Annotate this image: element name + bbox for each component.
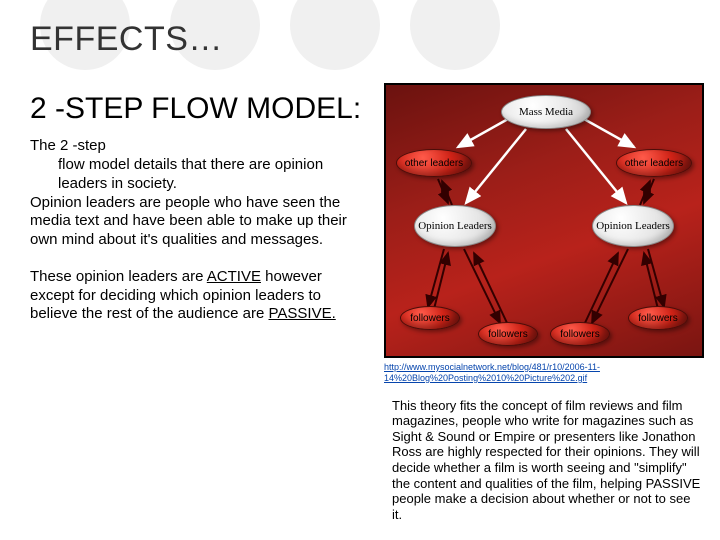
model-heading: 2 -STEP FLOW MODEL: The 2 -step <box>30 93 370 156</box>
para2-active: ACTIVE <box>207 268 261 285</box>
slide-content: EFFECTS… 2 -STEP FLOW MODEL: The 2 -step… <box>0 0 720 532</box>
node-follower-1: followers <box>400 306 460 330</box>
node-follower-2: followers <box>478 322 538 346</box>
node-opinion-leaders-right: Opinion Leaders <box>592 205 674 247</box>
node-other-leaders-left: other leaders <box>396 149 472 177</box>
heading-main: 2 -STEP FLOW MODEL: <box>30 92 361 125</box>
para2-passive: PASSIVE. <box>269 305 336 322</box>
para2-pre: These opinion leaders are <box>30 268 207 285</box>
para-1b: Opinion leaders are people who have seen… <box>30 194 370 250</box>
slide-title: EFFECTS… <box>30 20 370 59</box>
two-step-flow-diagram: Mass Media other leaders other leaders O… <box>384 83 704 358</box>
url-line1: http://www.mysocialnetwork.net/blog/481/… <box>384 362 600 372</box>
url-line2: 14%20Blog%20Posting%2010%20Picture%202.g… <box>384 373 587 383</box>
node-follower-3: followers <box>550 322 610 346</box>
right-column: Mass Media other leaders other leaders O… <box>384 77 704 522</box>
node-follower-4: followers <box>628 306 688 330</box>
node-other-leaders-right: other leaders <box>616 149 692 177</box>
heading-tail: The 2 -step <box>30 137 106 154</box>
para-2: These opinion leaders are ACTIVE however… <box>30 268 370 324</box>
node-opinion-leaders-left: Opinion Leaders <box>414 205 496 247</box>
node-mass-media: Mass Media <box>501 95 591 129</box>
image-source-url[interactable]: http://www.mysocialnetwork.net/blog/481/… <box>384 362 704 384</box>
para-1a: flow model details that there are opinio… <box>58 156 370 194</box>
right-paragraph: This theory fits the concept of film rev… <box>392 398 704 523</box>
left-column: 2 -STEP FLOW MODEL: The 2 -step flow mod… <box>30 77 370 522</box>
